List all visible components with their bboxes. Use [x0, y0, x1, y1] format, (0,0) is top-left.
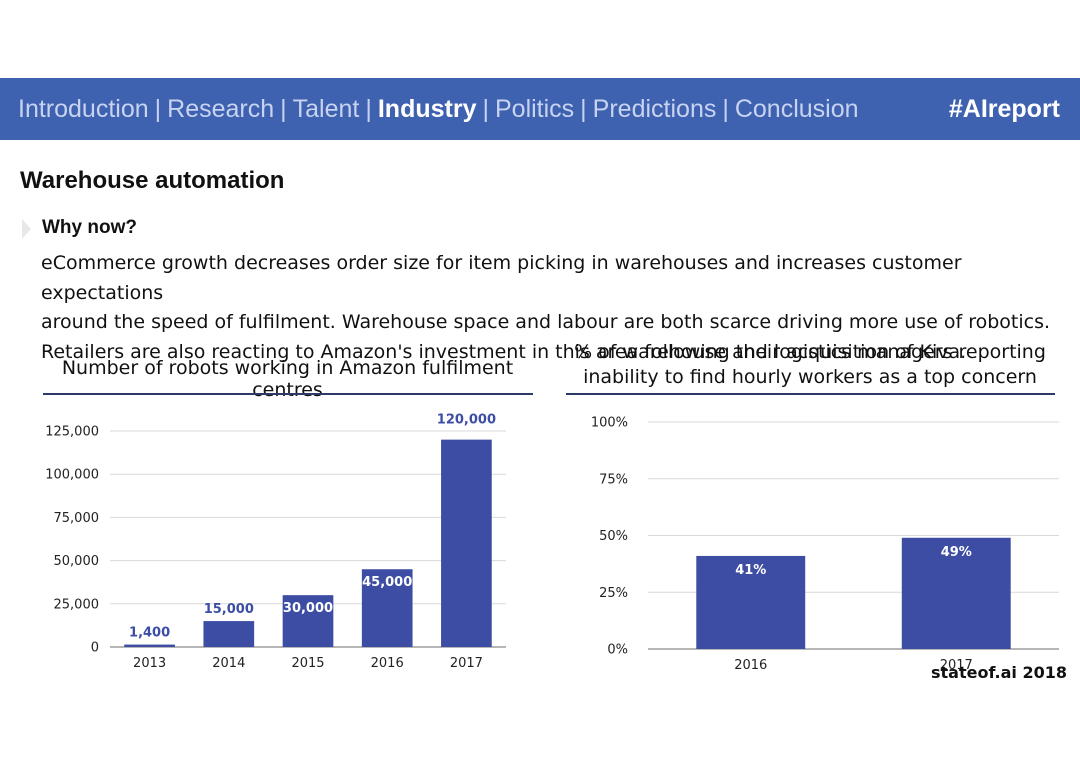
bar-2013	[124, 644, 175, 647]
bar-2017	[441, 439, 492, 647]
nav-separator: |	[722, 95, 729, 123]
chart-title-line: inability to find hourly workers as a to…	[583, 366, 1037, 388]
y-tick-label: 25,000	[54, 597, 100, 612]
data-label: 49%	[941, 545, 972, 560]
concern-bar-chart: 0% 25% 50% 75% 100% 2016 41% 2017 49%	[591, 416, 1059, 673]
page-title: Warehouse automation	[20, 167, 285, 194]
x-tick-label: 2014	[212, 656, 245, 671]
body-line: Retailers are also reacting to Amazon's …	[41, 340, 967, 363]
nav-item-introduction[interactable]: Introduction	[18, 95, 149, 123]
nav-item-politics[interactable]: Politics	[494, 95, 575, 123]
source-credit: stateof.ai 2018	[930, 663, 1067, 682]
x-tick-label: 2013	[133, 656, 166, 671]
nav-bar: Introduction | Research | Talent | Industry | Po…	[0, 78, 1080, 140]
nav-separator: |	[154, 95, 162, 123]
bar-2017	[901, 537, 1011, 649]
x-tick-label: 2017	[940, 658, 973, 673]
bar-2016	[361, 569, 413, 647]
body-line: around the speed of fulfilment. Warehous…	[41, 311, 1051, 333]
chart-title-rule	[43, 393, 533, 395]
data-label: 45,000	[362, 575, 412, 590]
body-paragraph: eCommerce growth decreases order size fo…	[41, 249, 1051, 367]
subheading: Why now?	[42, 217, 137, 238]
nav-separator: |	[580, 95, 587, 123]
y-tick-label: 50,000	[54, 554, 100, 569]
bar-2014	[203, 621, 255, 647]
nav-item-conclusion[interactable]: Conclusion	[734, 95, 859, 123]
x-tick-label: 2017	[450, 656, 483, 671]
y-tick-label: 0%	[607, 643, 628, 658]
nav-item-talent[interactable]: Talent	[292, 95, 360, 123]
chart-title-concern: % of warehouse and logistics managers re…	[566, 340, 1054, 390]
bullet-arrow-icon	[22, 219, 31, 239]
chart-title-robots: Number of robots working in Amazon fulfi…	[61, 357, 514, 401]
y-tick-label: 75%	[599, 472, 628, 487]
x-tick-label: 2015	[291, 656, 324, 671]
data-label: 41%	[735, 563, 766, 578]
y-tick-label: 75,000	[54, 511, 100, 526]
nav-item-research[interactable]: Research	[167, 95, 275, 123]
chart-title-line: % of warehouse and logistics managers re…	[574, 341, 1046, 363]
y-tick-label: 125,000	[45, 425, 99, 440]
chart-title-rule	[566, 393, 1055, 395]
x-tick-label: 2016	[371, 656, 404, 671]
nav-item-industry[interactable]: Industry	[377, 95, 477, 123]
y-tick-label: 25%	[599, 586, 628, 601]
y-tick-label: 100,000	[45, 468, 99, 483]
hashtag: #AIreport	[948, 95, 1060, 123]
data-label: 15,000	[204, 602, 254, 617]
nav-separator: |	[482, 95, 489, 123]
x-tick-label: 2016	[734, 658, 767, 673]
y-tick-label: 0	[91, 641, 99, 656]
robots-bar-chart: 0 25,000 50,000 75,000 100,000 125,000 2013 1,4…	[45, 413, 506, 671]
nav-separator: |	[280, 95, 287, 123]
body-line: eCommerce growth decreases order size fo…	[41, 252, 962, 304]
bar-2015	[282, 595, 334, 647]
data-label: 1,400	[129, 626, 170, 641]
bar-2016	[696, 555, 806, 649]
data-label: 30,000	[283, 601, 333, 616]
nav-links: Introduction | Research | Talent | Industry | Po…	[18, 78, 859, 140]
y-tick-label: 50%	[599, 529, 628, 544]
nav-item-predictions[interactable]: Predictions	[592, 95, 717, 123]
y-tick-label: 100%	[591, 416, 628, 431]
nav-separator: |	[365, 95, 372, 123]
data-label: 120,000	[437, 413, 496, 428]
